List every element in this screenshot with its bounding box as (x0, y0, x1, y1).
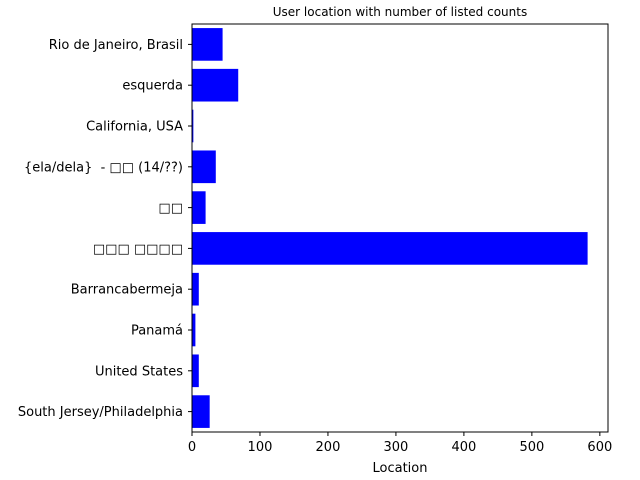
x-tick-label: 0 (188, 440, 196, 455)
y-tick-label: {ela/dela} - □□ (14/??) (24, 160, 183, 175)
bar (192, 354, 199, 388)
y-tick-label: South Jersey/Philadelphia (18, 405, 183, 420)
bar (192, 150, 216, 184)
bar (192, 395, 210, 428)
x-tick-label: 300 (384, 440, 409, 455)
x-tick-label: 600 (587, 440, 612, 455)
y-tick-label: Barrancabermeja (71, 283, 183, 298)
x-tick-label: 100 (248, 440, 273, 455)
bar (192, 313, 196, 347)
bar (192, 191, 206, 224)
y-tick-label: United States (95, 364, 183, 379)
y-tick-label: esquerda (122, 79, 183, 94)
y-tick-label: □□□ □□□□ (93, 242, 183, 257)
y-tick-group: Rio de Janeiro, Brasil esquerda California… (18, 38, 192, 420)
bar (192, 68, 239, 102)
bar (192, 28, 223, 61)
bars-group (192, 28, 588, 428)
chart-title: User location with number of listed coun… (273, 5, 527, 19)
bar (192, 109, 194, 143)
y-tick-label: Rio de Janeiro, Brasil (49, 38, 183, 53)
plot-frame (191, 23, 609, 433)
x-tick-label: 500 (519, 440, 544, 455)
x-tick-label: 200 (316, 440, 341, 455)
bar (192, 232, 588, 265)
x-tick-label: 400 (451, 440, 476, 455)
x-tick-group: 0 100 200 300 400 500 600 (188, 432, 612, 455)
y-tick-label: California, USA (86, 120, 183, 135)
y-tick-label: □□ (158, 201, 183, 216)
x-axis-label: Location (373, 461, 428, 476)
y-tick-label: Panamá (131, 324, 183, 339)
bar (192, 272, 199, 306)
